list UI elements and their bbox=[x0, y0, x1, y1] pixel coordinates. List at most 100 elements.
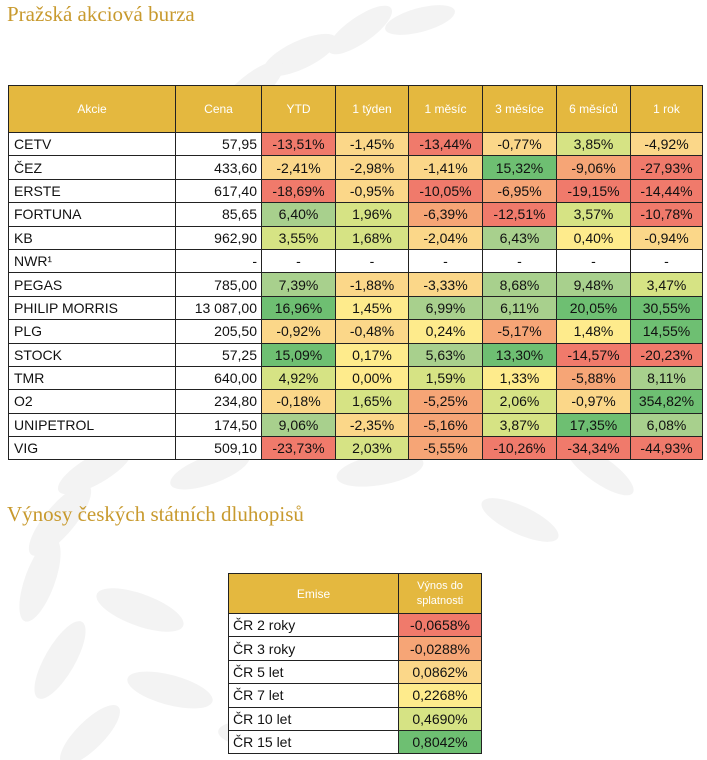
stock-name: VIG bbox=[8, 436, 176, 461]
stock-price: 962,90 bbox=[175, 225, 262, 250]
bond-emission: ČR 5 let bbox=[228, 659, 399, 685]
stock-name: NWR¹ bbox=[8, 248, 176, 274]
stock-return-cell: -1,41% bbox=[408, 155, 483, 180]
stock-return-cell: -10,26% bbox=[482, 436, 557, 461]
stock-name: PEGAS bbox=[8, 272, 176, 297]
stock-price: - bbox=[175, 248, 262, 274]
stock-return-cell: -10,05% bbox=[408, 178, 483, 204]
stock-return-cell: -2,41% bbox=[261, 155, 336, 180]
column-header-1-mesic: 1 měsíc bbox=[408, 85, 483, 133]
stock-return-cell: -14,57% bbox=[556, 342, 631, 367]
bond-emission: ČR 3 roky bbox=[228, 636, 399, 661]
bond-yield: -0,0658% bbox=[398, 612, 482, 638]
stock-name: CETV bbox=[8, 131, 176, 157]
stock-return-cell: 9,06% bbox=[261, 412, 336, 438]
stock-price: 205,50 bbox=[175, 319, 262, 344]
column-header-1-rok: 1 rok bbox=[630, 85, 703, 133]
stock-return-cell: -19,15% bbox=[556, 178, 631, 204]
stock-return-cell: 4,92% bbox=[261, 365, 336, 391]
stock-return-cell: -0,92% bbox=[261, 319, 336, 344]
stock-return-cell: 3,57% bbox=[556, 202, 631, 227]
stock-return-cell: 6,99% bbox=[408, 295, 483, 321]
stock-return-cell: - bbox=[261, 248, 336, 274]
table-row: KB 962,90 3,55% 1,68% -2,04% 6,43% 0,40% -0,94% bbox=[8, 225, 703, 250]
stock-return-cell: -20,23% bbox=[630, 342, 703, 367]
bonds-table: Emise Výnos do splatnosti ČR 2 roky -0,06… bbox=[228, 573, 482, 755]
stock-return-cell: - bbox=[335, 248, 409, 274]
stock-name: STOCK bbox=[8, 342, 176, 367]
stock-return-cell: 0,40% bbox=[556, 225, 631, 250]
stock-return-cell: -0,94% bbox=[630, 225, 703, 250]
stock-return-cell: 5,63% bbox=[408, 342, 483, 367]
column-header-akcie: Akcie bbox=[8, 85, 176, 133]
stock-return-cell: 354,82% bbox=[630, 389, 703, 414]
table-row: ČR 15 let 0,8042% bbox=[228, 729, 482, 755]
column-header-ytd: YTD bbox=[261, 85, 336, 133]
table-row: ČR 7 let 0,2268% bbox=[228, 683, 482, 708]
stock-return-cell: -2,35% bbox=[335, 412, 409, 438]
stock-return-cell: 1,48% bbox=[556, 319, 631, 344]
stock-return-cell: 7,39% bbox=[261, 272, 336, 297]
stock-return-cell: -14,44% bbox=[630, 178, 703, 204]
bond-emission: ČR 10 let bbox=[228, 706, 399, 731]
stock-name: ČEZ bbox=[8, 155, 176, 180]
stocks-table: Akcie Cena YTD 1 týden 1 měsíc 3 měsíce … bbox=[8, 85, 703, 461]
stock-name: PLG bbox=[8, 319, 176, 344]
table-row: ERSTE 617,40 -18,69% -0,95% -10,05% -6,95% -19… bbox=[8, 178, 703, 204]
stock-return-cell: 2,06% bbox=[482, 389, 557, 414]
stock-return-cell: - bbox=[408, 248, 483, 274]
bonds-section-title: Výnosy českých státních dluhopisů bbox=[7, 502, 304, 526]
table-row: ČR 2 roky -0,0658% bbox=[228, 612, 482, 638]
table-row: PLG 205,50 -0,92% -0,48% 0,24% -5,17% 1,48% 14,… bbox=[8, 319, 703, 344]
stock-return-cell: -18,69% bbox=[261, 178, 336, 204]
bond-yield: 0,2268% bbox=[398, 683, 482, 708]
bond-yield: -0,0288% bbox=[398, 636, 482, 661]
stock-return-cell: -4,92% bbox=[630, 131, 703, 157]
stock-return-cell: 6,43% bbox=[482, 225, 557, 250]
stock-price: 13 087,00 bbox=[175, 295, 262, 321]
stock-price: 174,50 bbox=[175, 412, 262, 438]
table-row: UNIPETROL 174,50 9,06% -2,35% -5,16% 3,87% 17,… bbox=[8, 412, 703, 438]
stock-return-cell: -6,39% bbox=[408, 202, 483, 227]
stocks-table-body: CETV 57,95 -13,51% -1,45% -13,44% -0,77% 3,85%… bbox=[8, 131, 703, 461]
stock-return-cell: 3,85% bbox=[556, 131, 631, 157]
stock-price: 785,00 bbox=[175, 272, 262, 297]
stock-return-cell: 1,45% bbox=[335, 295, 409, 321]
table-row: ČEZ 433,60 -2,41% -2,98% -1,41% 15,32% -9,06% -… bbox=[8, 155, 703, 180]
stock-price: 640,00 bbox=[175, 365, 262, 391]
stock-return-cell: 1,59% bbox=[408, 365, 483, 391]
stock-return-cell: 15,09% bbox=[261, 342, 336, 367]
stock-return-cell: -10,78% bbox=[630, 202, 703, 227]
stock-return-cell: -13,44% bbox=[408, 131, 483, 157]
column-header-vynos-do-splatnosti: Výnos do splatnosti bbox=[398, 573, 482, 614]
stock-return-cell: -2,04% bbox=[408, 225, 483, 250]
stock-return-cell: 8,11% bbox=[630, 365, 703, 391]
column-header-1-tyden: 1 týden bbox=[335, 85, 409, 133]
table-row: PEGAS 785,00 7,39% -1,88% -3,33% 8,68% 9,48% 3,… bbox=[8, 272, 703, 297]
stock-price: 85,65 bbox=[175, 202, 262, 227]
table-row: FORTUNA 85,65 6,40% 1,96% -6,39% -12,51% 3,57%… bbox=[8, 202, 703, 227]
stock-return-cell: -5,16% bbox=[408, 412, 483, 438]
stock-price: 234,80 bbox=[175, 389, 262, 414]
stock-return-cell: -2,98% bbox=[335, 155, 409, 180]
stock-return-cell: 13,30% bbox=[482, 342, 557, 367]
stock-return-cell: 0,00% bbox=[335, 365, 409, 391]
table-row: NWR¹ - - - - - - - bbox=[8, 248, 703, 274]
stock-return-cell: 6,08% bbox=[630, 412, 703, 438]
table-row: ČR 10 let 0,4690% bbox=[228, 706, 482, 731]
table-row: PHILIP MORRIS 13 087,00 16,96% 1,45% 6,99% 6,… bbox=[8, 295, 703, 321]
stock-return-cell: 3,87% bbox=[482, 412, 557, 438]
bond-emission: ČR 7 let bbox=[228, 683, 399, 708]
stock-return-cell: -1,45% bbox=[335, 131, 409, 157]
stock-return-cell: 6,11% bbox=[482, 295, 557, 321]
stock-return-cell: - bbox=[556, 248, 631, 274]
stock-return-cell: 2,03% bbox=[335, 436, 409, 461]
stock-return-cell: -3,33% bbox=[408, 272, 483, 297]
stock-price: 509,10 bbox=[175, 436, 262, 461]
bond-emission: ČR 15 let bbox=[228, 729, 399, 755]
stock-price: 57,25 bbox=[175, 342, 262, 367]
stock-return-cell: 6,40% bbox=[261, 202, 336, 227]
stock-name: TMR bbox=[8, 365, 176, 391]
bond-yield: 0,4690% bbox=[398, 706, 482, 731]
stock-return-cell: 1,96% bbox=[335, 202, 409, 227]
